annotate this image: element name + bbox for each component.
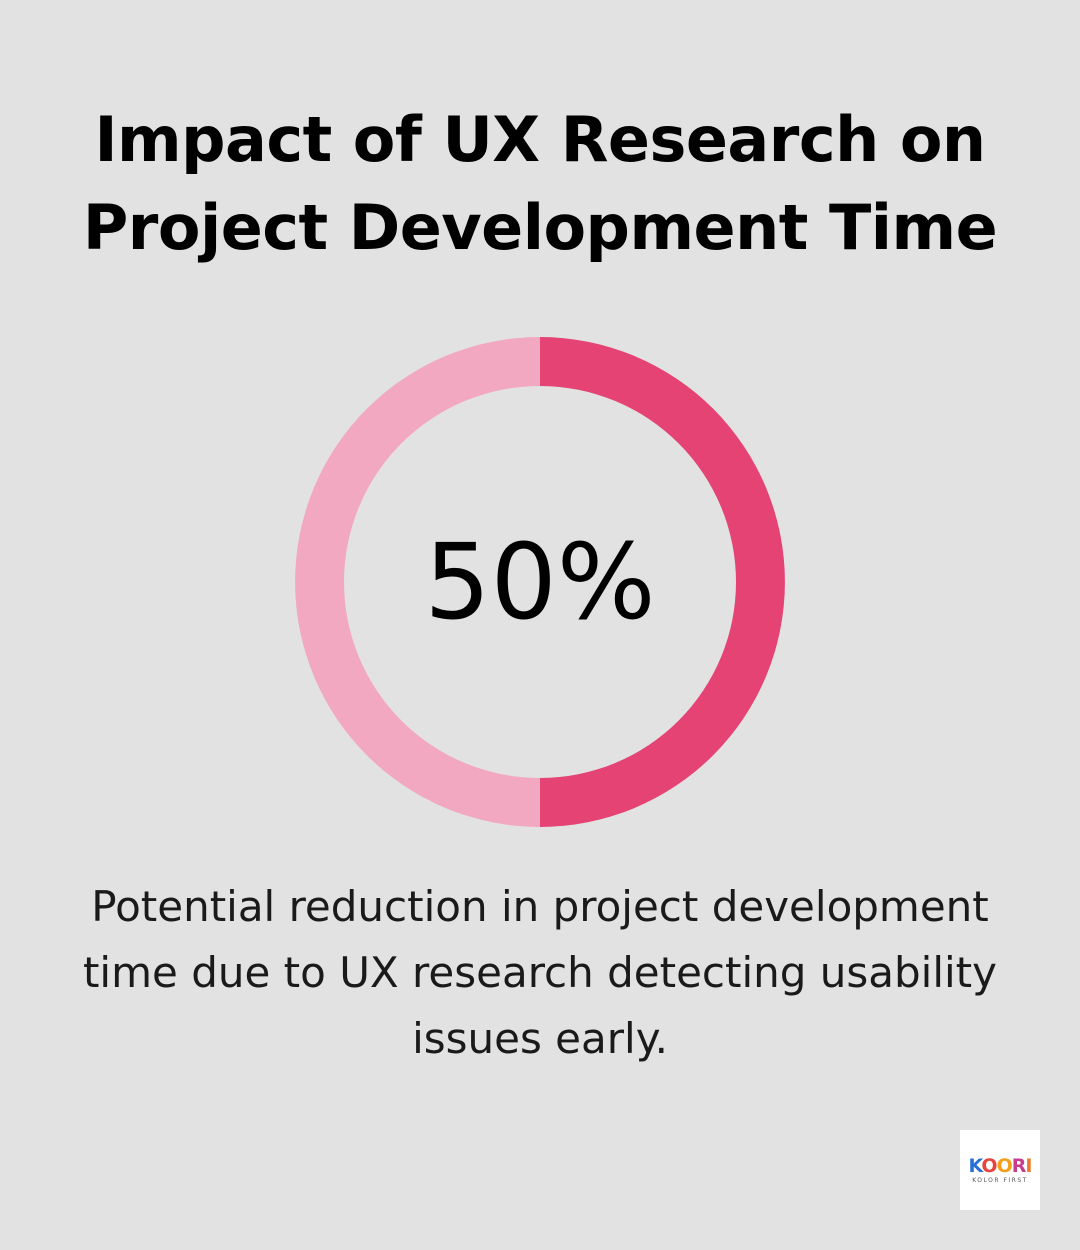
brand-logo-wordmark: KOORI: [968, 1155, 1033, 1177]
caption-line-2: time due to UX research detecting usabil…: [82, 948, 998, 997]
chart-title: Impact of UX Research on Project Develop…: [0, 96, 1080, 272]
donut-chart: 50%: [295, 337, 785, 827]
brand-logo: KOORI KOLOR FIRST: [960, 1130, 1040, 1210]
caption-line-1: Potential reduction in project developme…: [91, 882, 989, 931]
logo-letter-4: R: [1011, 1155, 1027, 1177]
donut-slice-2: [295, 337, 540, 827]
logo-letter-2: O: [981, 1155, 997, 1177]
logo-letter-1: K: [968, 1155, 983, 1177]
chart-caption: Potential reduction in project developme…: [60, 874, 1020, 1072]
logo-letter-5: I: [1025, 1155, 1032, 1177]
caption-line-3: issues early.: [412, 1014, 668, 1063]
logo-letter-3: O: [996, 1155, 1013, 1177]
donut-slice-1: [540, 337, 785, 827]
donut-center-value: 50%: [424, 521, 656, 643]
donut-chart-svg: [295, 337, 785, 827]
chart-title-line-2: Project Development Time: [82, 191, 998, 264]
chart-title-line-1: Impact of UX Research on: [94, 103, 986, 176]
brand-logo-tagline: KOLOR FIRST: [972, 1177, 1028, 1184]
